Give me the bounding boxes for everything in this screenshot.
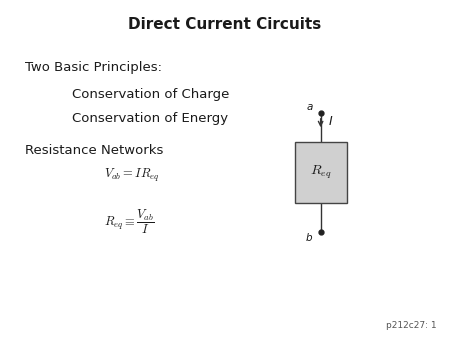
Text: b: b bbox=[306, 233, 312, 243]
Text: $V_{ab} = IR_{eq}$: $V_{ab} = IR_{eq}$ bbox=[104, 167, 159, 184]
Text: Direct Current Circuits: Direct Current Circuits bbox=[128, 17, 322, 32]
Text: $R_{eq} \equiv \dfrac{V_{ab}}{I}$: $R_{eq} \equiv \dfrac{V_{ab}}{I}$ bbox=[104, 208, 154, 236]
Text: Conservation of Charge: Conservation of Charge bbox=[72, 88, 230, 101]
Text: I: I bbox=[328, 115, 333, 128]
Text: Conservation of Energy: Conservation of Energy bbox=[72, 112, 228, 124]
Text: p212c27: 1: p212c27: 1 bbox=[386, 320, 436, 330]
Text: Resistance Networks: Resistance Networks bbox=[25, 144, 163, 156]
Text: Two Basic Principles:: Two Basic Principles: bbox=[25, 61, 162, 74]
FancyBboxPatch shape bbox=[295, 142, 346, 203]
Text: a: a bbox=[306, 101, 312, 112]
Text: $R_{eq}$: $R_{eq}$ bbox=[310, 164, 331, 181]
